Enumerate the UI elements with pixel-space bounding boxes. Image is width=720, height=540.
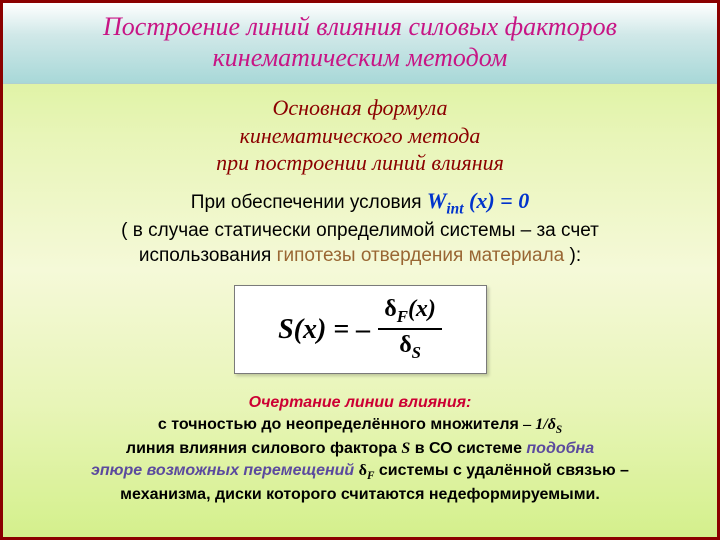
out-l2a: линия влияния силового фактора bbox=[126, 440, 401, 457]
subtitle: Основная формула кинематического метода … bbox=[3, 94, 717, 177]
den-sub: S bbox=[412, 343, 421, 362]
out-l1b: – 1/δ bbox=[523, 416, 556, 433]
subtitle-line1: Основная формула bbox=[272, 95, 447, 120]
subtitle-line3: при построении линий влияния bbox=[216, 150, 504, 175]
out-l2c: в СО системе bbox=[410, 440, 526, 457]
subtitle-line2: кинематического метода bbox=[240, 123, 481, 148]
out-l2b: S bbox=[401, 440, 410, 457]
hypothesis-text: гипотезы отвердения материала bbox=[277, 245, 565, 266]
formula-fraction: δF(x) δS bbox=[378, 296, 442, 364]
formula-left: S(x) = – bbox=[278, 313, 370, 344]
cond-rest: (x) = 0 bbox=[464, 188, 530, 213]
body-text: При обеспечении условия Wint (x) = 0 ( в… bbox=[3, 187, 717, 269]
den-delta: δ bbox=[399, 332, 411, 358]
num-x: (x) bbox=[408, 296, 436, 322]
out-l3b: δ bbox=[359, 462, 367, 479]
out-l1a: с точностью до неопределённого множителя bbox=[158, 416, 523, 433]
slide-container: Построение линий влияния силовых факторо… bbox=[0, 0, 720, 540]
num-sub: F bbox=[397, 306, 408, 325]
body-l2a: ( в случае статически определимой систем… bbox=[121, 220, 599, 241]
slide-title: Построение линий влияния силовых факторо… bbox=[103, 12, 617, 72]
body-l2b: использования bbox=[139, 245, 277, 266]
body-l1a: При обеспечении условия bbox=[191, 192, 427, 213]
formula-box: S(x) = – δF(x) δS bbox=[234, 285, 487, 375]
cond-sub: int bbox=[446, 200, 463, 217]
out-l3c: системы с удалённой связью – bbox=[374, 462, 629, 479]
title-banner: Построение линий влияния силовых факторо… bbox=[3, 3, 717, 84]
outline-block: Очертание линии влияния: с точностью до … bbox=[3, 392, 717, 505]
out-l2d: подобна bbox=[526, 440, 594, 457]
cond-W: W bbox=[427, 188, 447, 213]
outline-title: Очертание линии влияния: bbox=[249, 394, 472, 411]
body-l2d: ): bbox=[564, 245, 581, 266]
out-l3a: эпюре возможных перемещений bbox=[91, 462, 359, 479]
out-l1-sub: S bbox=[556, 424, 562, 436]
num-delta: δ bbox=[384, 296, 396, 322]
out-l4: механизма, диски которого считаются неде… bbox=[120, 486, 600, 503]
